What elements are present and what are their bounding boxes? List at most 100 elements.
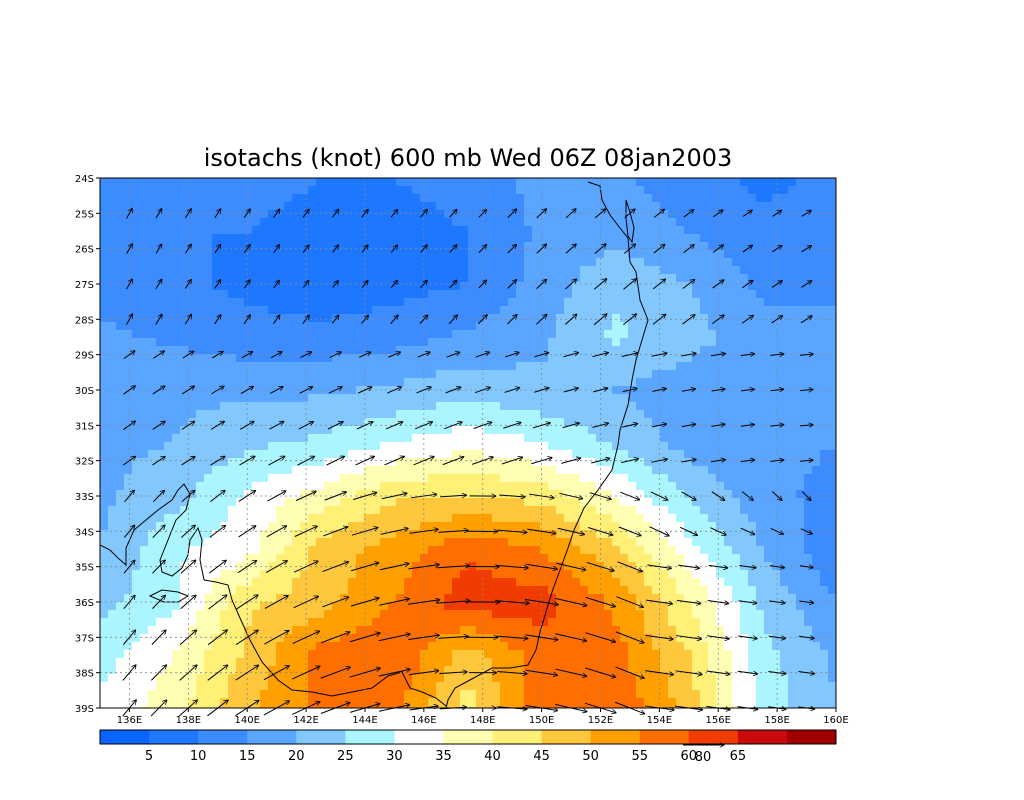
isotach-cell xyxy=(612,546,621,555)
isotach-cell xyxy=(540,602,549,611)
isotach-cell xyxy=(644,562,653,571)
isotach-cell xyxy=(212,434,221,443)
isotach-cell xyxy=(468,282,477,291)
isotach-cell xyxy=(116,282,125,291)
isotach-cell xyxy=(180,546,189,555)
isotach-cell xyxy=(260,522,269,531)
isotach-cell xyxy=(764,458,773,467)
isotach-cell xyxy=(148,450,157,459)
isotach-cell xyxy=(780,322,789,331)
isotach-cell xyxy=(276,402,285,411)
isotach-cell xyxy=(492,410,501,419)
isotach-cell xyxy=(108,490,117,499)
isotach-cell xyxy=(492,578,501,587)
isotach-cell xyxy=(292,194,301,203)
isotach-cell xyxy=(828,442,836,451)
isotach-cell xyxy=(260,234,269,243)
isotach-cell xyxy=(548,506,557,515)
isotach-cell xyxy=(684,250,693,259)
isotach-cell xyxy=(764,490,773,499)
isotach-cell xyxy=(300,586,309,595)
isotach-cell xyxy=(596,258,605,267)
isotach-cell xyxy=(564,362,573,371)
isotach-cell xyxy=(148,458,157,467)
isotach-cell xyxy=(300,506,309,515)
isotach-cell xyxy=(308,338,317,347)
isotach-cell xyxy=(644,218,653,227)
isotach-cell xyxy=(468,474,477,483)
isotach-cell xyxy=(620,178,629,187)
isotach-cell xyxy=(212,474,221,483)
isotach-cell xyxy=(260,610,269,619)
isotach-cell xyxy=(276,298,285,307)
isotach-cell xyxy=(692,442,701,451)
isotach-cell xyxy=(484,378,493,387)
isotach-cell xyxy=(300,338,309,347)
isotach-cell xyxy=(724,442,733,451)
isotach-cell xyxy=(636,314,645,323)
isotach-cell xyxy=(308,258,317,267)
isotach-cell xyxy=(492,570,501,579)
isotach-cell xyxy=(452,546,461,555)
isotach-cell xyxy=(516,538,525,547)
isotach-cell xyxy=(564,178,573,187)
isotach-cell xyxy=(692,402,701,411)
isotach-cell xyxy=(276,194,285,203)
isotach-cell xyxy=(796,378,805,387)
isotach-cell xyxy=(220,514,229,523)
isotach-cell xyxy=(796,314,805,323)
isotach-cell xyxy=(492,322,501,331)
isotach-cell xyxy=(116,402,125,411)
isotach-cell xyxy=(100,538,109,547)
isotach-cell xyxy=(700,570,709,579)
isotach-cell xyxy=(572,378,581,387)
isotach-cell xyxy=(596,586,605,595)
isotach-cell xyxy=(524,362,533,371)
isotach-cell xyxy=(252,194,261,203)
isotach-cell xyxy=(636,442,645,451)
isotach-cell xyxy=(388,346,397,355)
isotach-cell xyxy=(244,586,253,595)
isotach-cell xyxy=(548,346,557,355)
isotach-cell xyxy=(300,354,309,363)
isotach-cell xyxy=(532,570,541,579)
isotach-cell xyxy=(604,466,613,475)
isotach-cell xyxy=(172,258,181,267)
isotach-cell xyxy=(796,530,805,539)
isotach-cell xyxy=(820,586,829,595)
isotach-cell xyxy=(132,466,141,475)
isotach-cell xyxy=(220,530,229,539)
isotach-cell xyxy=(588,570,597,579)
isotach-cell xyxy=(252,266,261,275)
isotach-cell xyxy=(612,218,621,227)
isotach-cell xyxy=(612,274,621,283)
isotach-cell xyxy=(372,322,381,331)
isotach-cell xyxy=(692,538,701,547)
isotach-cell xyxy=(108,538,117,547)
isotach-cell xyxy=(204,258,213,267)
isotach-cell xyxy=(516,314,525,323)
isotach-cell xyxy=(556,394,565,403)
isotach-cell xyxy=(588,330,597,339)
isotach-cell xyxy=(644,498,653,507)
isotach-cell xyxy=(380,514,389,523)
isotach-cell xyxy=(476,442,485,451)
isotach-cell xyxy=(484,530,493,539)
isotach-cell xyxy=(420,322,429,331)
isotach-cell xyxy=(500,538,509,547)
isotach-cell xyxy=(452,226,461,235)
isotach-cell xyxy=(140,418,149,427)
isotach-cell xyxy=(348,210,357,219)
isotach-cell xyxy=(476,482,485,491)
isotach-cell xyxy=(796,554,805,563)
isotach-cell xyxy=(356,306,365,315)
isotach-cell xyxy=(444,210,453,219)
isotach-cell xyxy=(572,546,581,555)
isotach-cell xyxy=(204,418,213,427)
isotach-cell xyxy=(644,530,653,539)
isotach-cell xyxy=(132,274,141,283)
isotach-cell xyxy=(396,282,405,291)
isotach-cell xyxy=(636,210,645,219)
isotach-cell xyxy=(364,306,373,315)
isotach-cell xyxy=(124,266,133,275)
